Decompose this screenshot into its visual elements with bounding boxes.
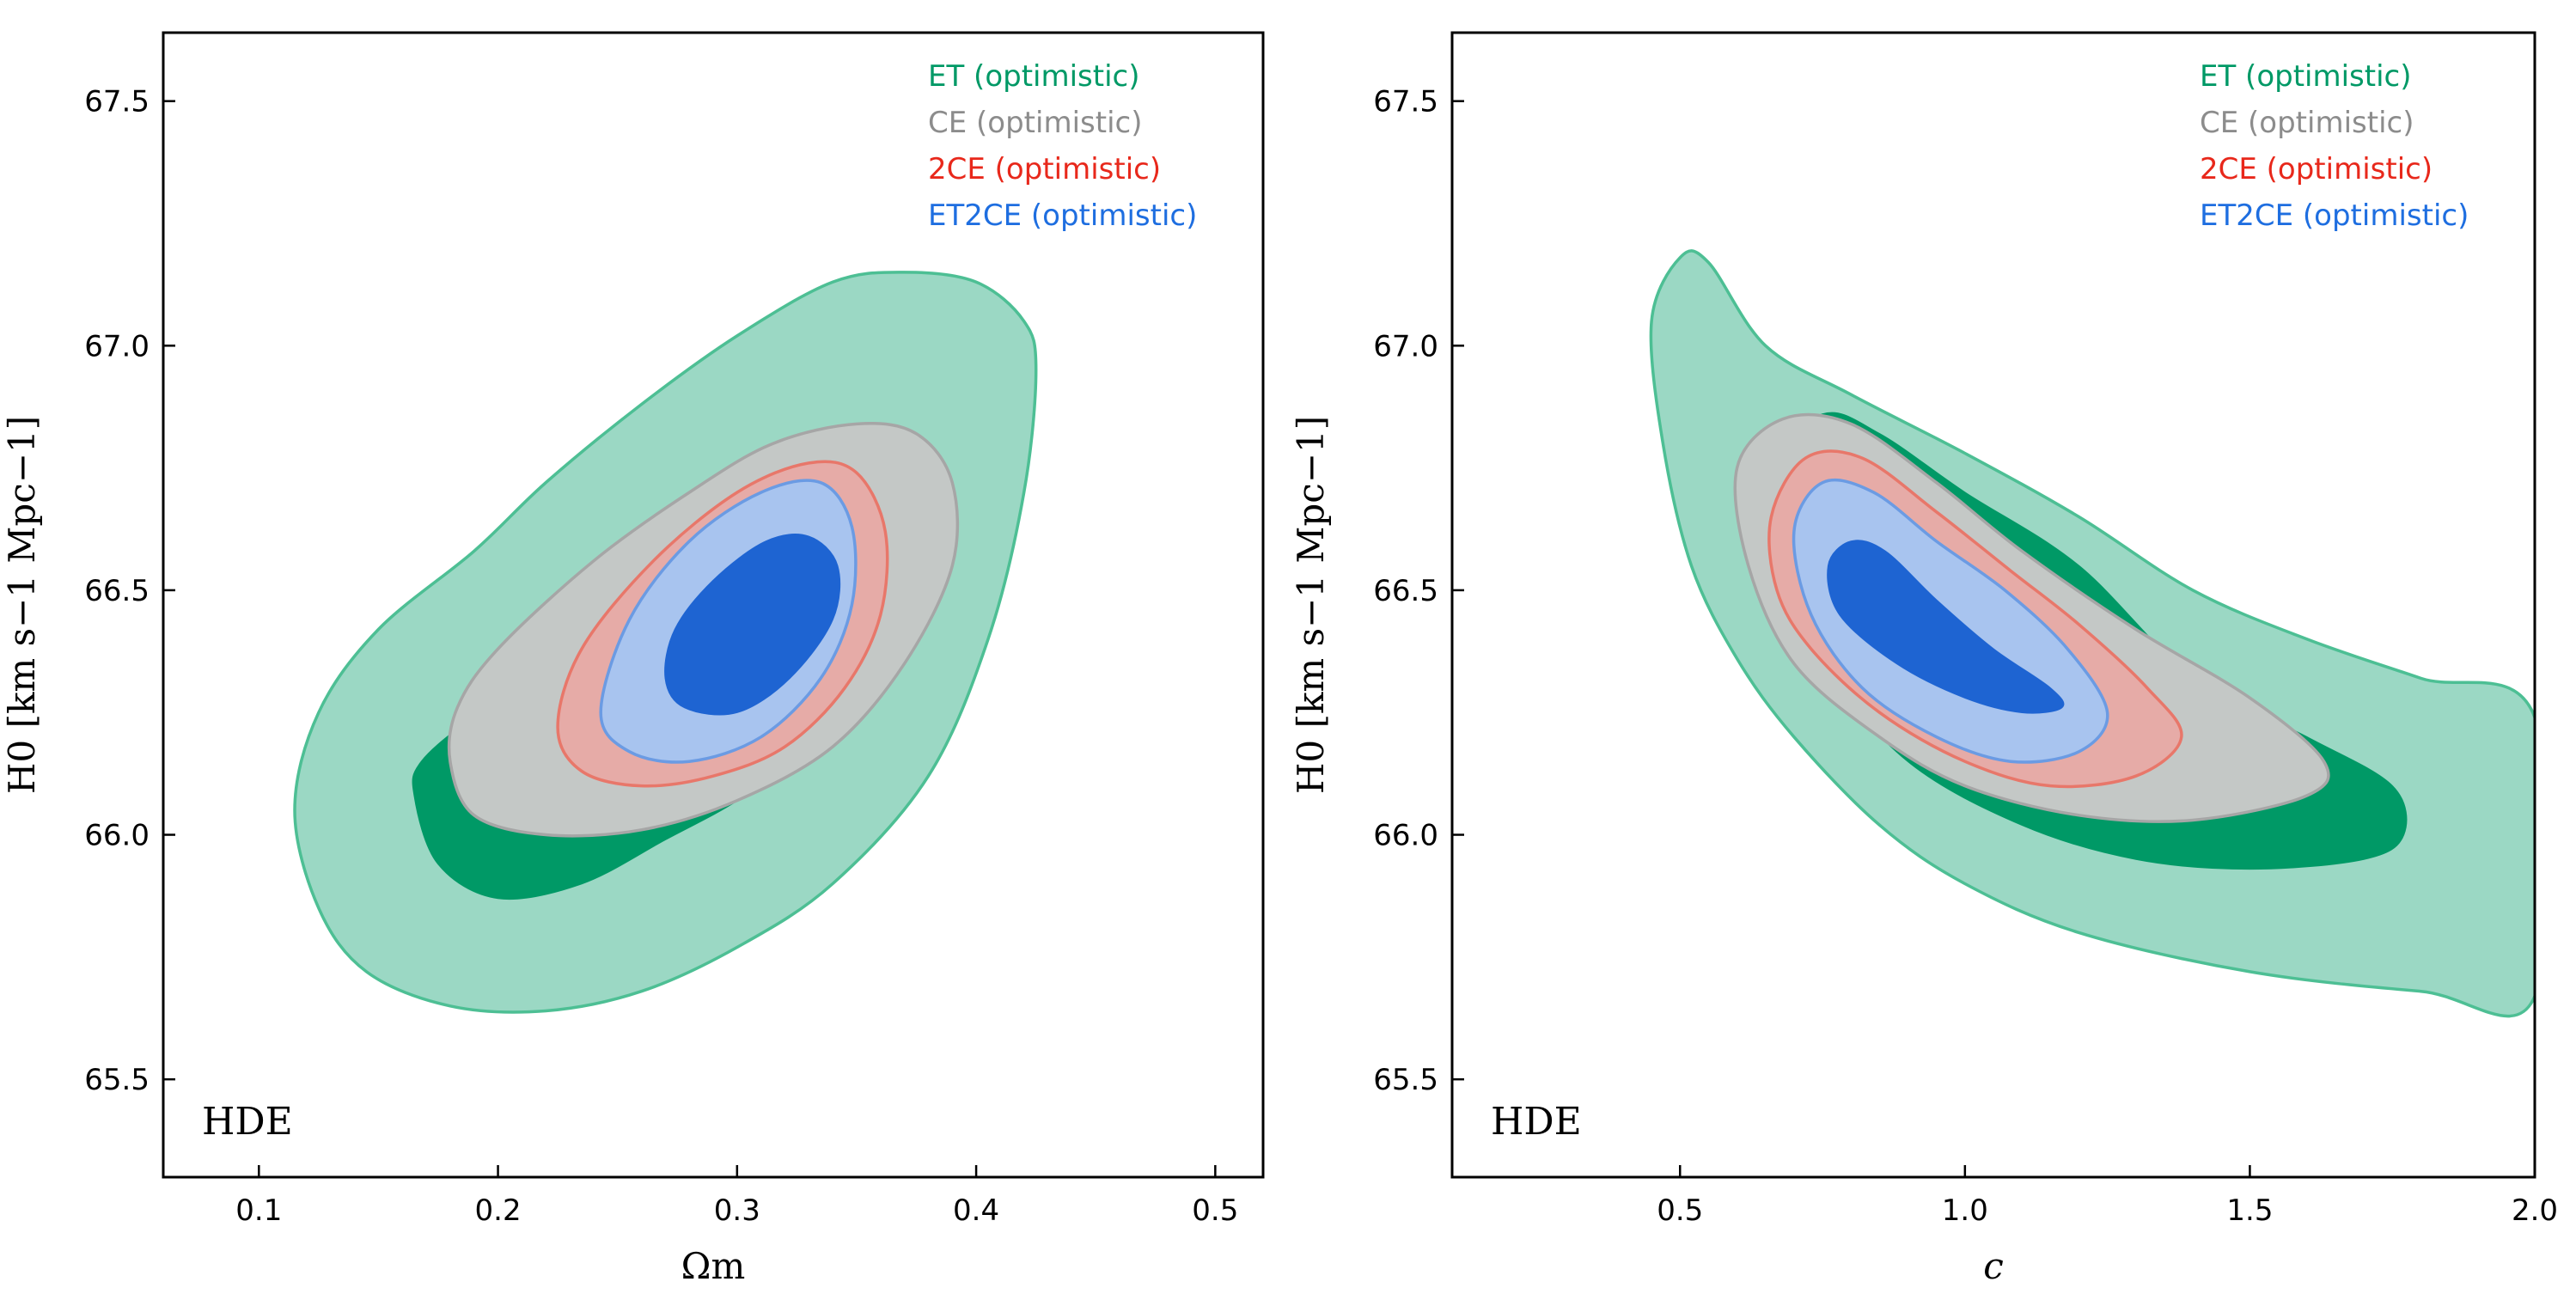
x-tick-label: 0.2 (475, 1193, 522, 1228)
x-tick-label: 0.5 (1192, 1193, 1238, 1228)
legend: ET (optimistic) CE (optimistic) 2CE (optim… (2200, 59, 2469, 233)
y-tick-label: 67.0 (1373, 329, 1438, 363)
contour-et2ce-1sigma (664, 534, 841, 716)
legend-entry: ET2CE (optimistic) (2200, 198, 2469, 233)
y-axis-label: H0 [km s−1 Mpc−1] (1290, 416, 1332, 794)
x-tick-label: 0.1 (235, 1193, 282, 1228)
axes-frame (1450, 31, 2536, 1179)
y-tick-label: 66.0 (84, 819, 150, 853)
x-axis-label: c (1983, 1245, 2004, 1287)
y-tick-label: 66.5 (1373, 574, 1438, 608)
y-tick-label: 66.5 (84, 574, 150, 608)
panel-label: HDE (202, 1100, 293, 1144)
x-tick-label: 0.3 (714, 1193, 760, 1228)
y-tick-label: 66.0 (1373, 819, 1438, 853)
y-tick-label: 65.5 (1373, 1063, 1438, 1097)
x-tick-label: 0.5 (1657, 1193, 1703, 1228)
legend-entry: ET (optimistic) (2200, 59, 2412, 94)
y-tick-label: 67.5 (1373, 85, 1438, 119)
left-panel-om-vs-h0: 0.1 0.2 0.3 0.4 0.5 65.5 66.0 66.5 67.0 67.5 Ωm H0 … (1, 31, 1265, 1287)
axes-frame (162, 31, 1265, 1179)
panel-label: HDE (1491, 1100, 1582, 1144)
legend-entry: 2CE (optimistic) (928, 152, 1161, 186)
y-tick-label: 67.0 (84, 329, 150, 363)
y-tick-label: 65.5 (84, 1063, 150, 1097)
x-tick-label: 1.0 (1942, 1193, 1988, 1228)
legend-entry: 2CE (optimistic) (2200, 152, 2433, 186)
contours (293, 271, 1038, 1014)
y-tick-label: 67.5 (84, 85, 150, 119)
x-axis-label: Ωm (681, 1245, 746, 1287)
x-tick-label: 1.5 (2226, 1193, 2273, 1228)
legend-entry: ET2CE (optimistic) (928, 198, 1197, 233)
contours (1649, 249, 2535, 1018)
x-tick-label: 2.0 (2512, 1193, 2558, 1228)
legend-entry: CE (optimistic) (2200, 106, 2414, 140)
y-axis-label: H0 [km s−1 Mpc−1] (1, 416, 43, 794)
right-panel-c-vs-h0: 0.5 1.0 1.5 2.0 65.5 66.0 66.5 67.0 67.5 c H0 [km … (1290, 31, 2558, 1287)
legend: ET (optimistic) CE (optimistic) 2CE (optim… (928, 59, 1197, 233)
legend-entry: ET (optimistic) (928, 59, 1140, 94)
contour-et2ce-1sigma (1827, 540, 2065, 714)
x-tick-label: 0.4 (953, 1193, 999, 1228)
legend-entry: CE (optimistic) (928, 106, 1142, 140)
